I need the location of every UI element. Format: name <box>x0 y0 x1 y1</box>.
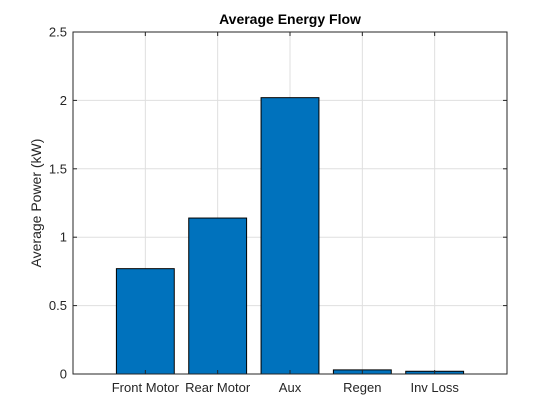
x-tick-labels: Front Motor Rear Motor Aux Regen Inv Loss <box>112 380 460 395</box>
bar <box>115 268 175 375</box>
y-tick-label: 2.5 <box>49 25 67 40</box>
x-tick-label: Inv Loss <box>410 380 459 395</box>
y-tick-label: 0.5 <box>49 298 67 313</box>
x-tick-label: Front Motor <box>112 380 180 395</box>
bar <box>188 217 248 375</box>
x-tick-label: Regen <box>343 380 381 395</box>
axis-ticks <box>73 31 507 375</box>
bar <box>260 97 320 375</box>
bars <box>115 97 465 375</box>
chart-title: Average Energy Flow <box>219 11 361 27</box>
y-tick-label: 1 <box>60 230 67 245</box>
y-tick-label: 2 <box>60 93 67 108</box>
x-tick-label: Aux <box>279 380 302 395</box>
y-tick-label: 1.5 <box>49 161 67 176</box>
y-tick-label: 0 <box>60 367 67 382</box>
y-axis-label: Average Power (kW) <box>28 139 44 268</box>
x-tick-label: Rear Motor <box>185 380 251 395</box>
y-tick-labels: 0 0.5 1 1.5 2 2.5 <box>49 25 67 382</box>
